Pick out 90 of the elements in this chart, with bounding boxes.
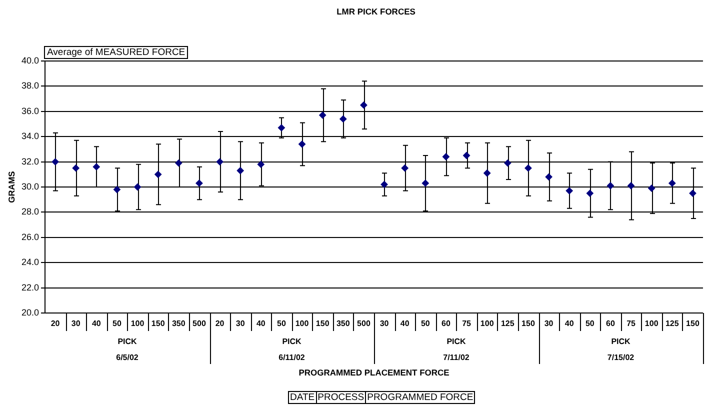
- point: [257, 160, 264, 168]
- point: [545, 173, 552, 180]
- x-tick-label: 50: [420, 319, 430, 328]
- y-axis-title: GRAMS: [6, 170, 16, 203]
- x-tick-label: 75: [626, 319, 636, 328]
- point: [278, 124, 285, 132]
- point: [360, 102, 368, 109]
- x-tick-label: 40: [92, 319, 102, 328]
- text: PICK: [446, 337, 466, 346]
- y-tick-label: 20.0: [21, 307, 39, 318]
- point: [154, 170, 162, 178]
- x-tick-label: 150: [686, 319, 700, 328]
- text: 6/5/02: [116, 353, 139, 362]
- x-tick-label: 50: [277, 319, 286, 328]
- y-tick-label: 38.0: [21, 80, 39, 91]
- text: PICK: [282, 337, 302, 346]
- point: [668, 180, 676, 187]
- x-tick-label: 500: [192, 319, 206, 328]
- y-tick-label: 40.0: [21, 55, 39, 66]
- x-tick-label: 60: [606, 319, 616, 328]
- point: [113, 186, 120, 194]
- y-tick-label: 36.0: [21, 106, 39, 116]
- text: 7/15/02: [607, 353, 635, 362]
- x-tick-label: 125: [665, 319, 680, 328]
- point: [92, 163, 100, 170]
- point: [689, 190, 696, 197]
- y-tick-label: 26.0: [21, 232, 39, 242]
- x-tick-label: 100: [130, 319, 145, 328]
- point: [380, 180, 388, 188]
- point: [134, 184, 142, 190]
- text: DATE: [288, 391, 317, 404]
- point: [463, 152, 470, 159]
- text: PROGRAMMED FORCE: [365, 391, 476, 404]
- x-tick-label: 30: [71, 319, 81, 328]
- x-tick-label: 50: [112, 319, 122, 328]
- x-tick-label: 30: [544, 319, 554, 328]
- text: PICK: [118, 337, 138, 346]
- point: [566, 187, 573, 194]
- point: [236, 167, 244, 174]
- text: PICK: [611, 337, 631, 346]
- text: 6/11/02: [278, 353, 306, 362]
- x-tick-label: 60: [442, 319, 451, 328]
- x-tick-label: 40: [400, 319, 410, 328]
- x-tick-label: 150: [522, 319, 536, 328]
- y-tick-label: 32.0: [21, 156, 39, 166]
- point: [648, 184, 656, 192]
- point: [196, 180, 203, 187]
- x-axis-title: PROGRAMMED PLACEMENT FORCE: [298, 367, 450, 378]
- point: [319, 112, 326, 119]
- y-tick-label: 22.0: [21, 282, 39, 292]
- x-tick-label: 20: [215, 319, 225, 328]
- point: [340, 115, 347, 122]
- point: [298, 140, 306, 148]
- x-tick-label: 75: [462, 319, 472, 328]
- x-tick-label: 350: [336, 319, 350, 328]
- point: [606, 182, 614, 190]
- point: [401, 164, 408, 172]
- point: [422, 180, 429, 187]
- point: [524, 164, 532, 172]
- x-tick-label: 150: [316, 319, 330, 328]
- point: [72, 164, 80, 172]
- x-tick-label: 30: [236, 319, 246, 328]
- text: PROCESS: [316, 391, 366, 404]
- x-tick-label: 100: [295, 319, 310, 328]
- text: 7/11/02: [443, 353, 470, 362]
- x-tick-label: 30: [380, 319, 390, 328]
- point: [484, 170, 491, 177]
- x-tick-label: 150: [151, 319, 166, 328]
- point: [442, 153, 450, 160]
- point: [628, 182, 635, 190]
- y-tick-label: 24.0: [21, 257, 39, 268]
- point: [216, 158, 224, 166]
- x-tick-label: 20: [50, 319, 60, 328]
- x-tick-label: 350: [172, 319, 186, 328]
- x-tick-label: 125: [500, 319, 515, 328]
- y-tick-label: 28.0: [21, 206, 39, 217]
- x-tick-label: 100: [644, 319, 659, 328]
- chart-subtitle: Average of MEASURED FORCE: [44, 46, 188, 59]
- chart-title: LMR PICK FORCES: [336, 6, 416, 16]
- point: [175, 160, 182, 167]
- x-tick-label: 100: [480, 319, 494, 328]
- x-tick-label: 40: [256, 319, 266, 328]
- point: [52, 158, 59, 166]
- point: [504, 160, 512, 167]
- x-tick-label: 40: [564, 319, 574, 328]
- y-tick-label: 34.0: [21, 131, 39, 142]
- x-tick-label: 50: [585, 319, 595, 328]
- y-tick-label: 30.0: [21, 181, 39, 192]
- point: [586, 190, 594, 197]
- x-tick-label: 500: [357, 319, 371, 328]
